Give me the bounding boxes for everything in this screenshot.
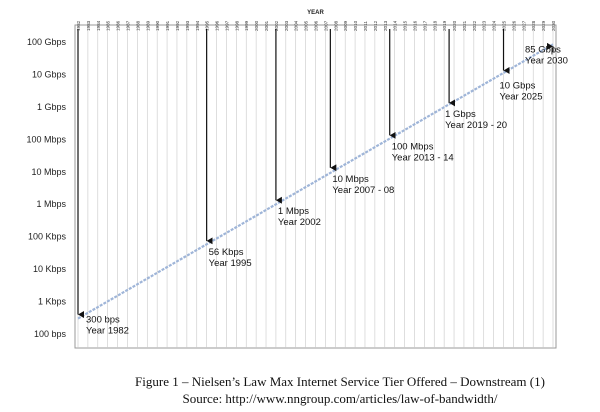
x-tick-label: 2011 (363, 21, 368, 31)
x-tick-label: 2013 (383, 20, 388, 31)
x-tick-label: 1996 (215, 20, 220, 31)
annotation-speed: 100 Mbps (392, 141, 434, 152)
x-tick-label: 2009 (343, 20, 348, 31)
x-tick-label: 2000 (254, 20, 259, 31)
x-tick-label: 2024 (492, 20, 497, 31)
chart-container: YEAR 1982 1983 1984 1985 1986 1987 1988 1989 1990… (26, 10, 568, 349)
x-tick-label: 2012 (373, 20, 378, 31)
y-tick-label: 10 Gbps (32, 69, 67, 79)
x-tick-label: 2028 (531, 20, 536, 31)
x-tick-label: 1992 (175, 20, 180, 31)
y-tick-label: 100 bps (34, 329, 67, 339)
x-tick-label: 2030 (551, 20, 556, 31)
annotation-speed: 56 Kbps (209, 247, 244, 258)
x-tick-label: 1998 (234, 20, 239, 31)
figure-source: Source: http://www.nngroup.com/articles/… (182, 391, 498, 406)
x-tick-label: 2003 (284, 20, 289, 31)
x-tick-label: 2002 (274, 20, 279, 31)
x-tick-label: 1982 (76, 20, 81, 31)
x-tick-label: 2021 (462, 20, 467, 31)
y-tick-label: 100 Gbps (27, 37, 67, 47)
annotation-year: Year 2019 - 20 (445, 120, 507, 131)
x-axis-title: YEAR (307, 10, 324, 16)
x-tick-label: 1986 (116, 20, 121, 31)
y-tick-label: 100 Mbps (26, 134, 66, 144)
x-tick-label: 2020 (452, 20, 457, 31)
annotation-year: Year 2025 (500, 91, 543, 102)
x-tick-label: 2018 (432, 20, 437, 31)
x-tick-label: 1985 (106, 20, 111, 31)
x-tick-label: 2007 (323, 20, 328, 31)
annotation-year: Year 1982 (86, 326, 129, 337)
x-tick-label: 2027 (521, 20, 526, 31)
x-tick-label: 1991 (165, 20, 170, 31)
x-tick-label: 2019 (442, 20, 447, 31)
y-tick-label: 1 Gbps (37, 102, 67, 112)
y-tick-label: 100 Kbps (28, 232, 67, 242)
x-tick-label: 2023 (482, 20, 487, 31)
annotation-year: Year 1995 (209, 258, 252, 269)
y-tick-label: 1 Mbps (36, 199, 66, 209)
annotation-speed: 300 bps (86, 315, 120, 326)
annotation-year: Year 2002 (278, 217, 321, 228)
x-tick-label: 2004 (294, 20, 299, 31)
x-tick-label: 1987 (125, 20, 130, 31)
annotation-speed: 1 Gbps (445, 109, 476, 120)
y-tick-label: 10 Mbps (31, 167, 66, 177)
nielsens-law-chart: YEAR 1982 1983 1984 1985 1986 1987 1988 1989 1990… (26, 10, 568, 349)
x-tick-label: 2006 (314, 20, 319, 31)
x-tick-label: 2016 (412, 20, 417, 31)
x-tick-label: 2005 (304, 20, 309, 31)
annotation-speed: 10 Gbps (500, 80, 536, 91)
annotation-year: Year 2007 - 08 (332, 185, 394, 196)
x-tick-label: 1989 (145, 20, 150, 31)
annotation-speed: 85 Gbps (525, 44, 561, 55)
series-line (77, 43, 554, 320)
x-tick-label: 2014 (393, 20, 398, 31)
annotation-year: Year 2030 (525, 55, 568, 66)
x-tick-label: 1993 (185, 20, 190, 31)
x-tick-label: 1997 (224, 20, 229, 31)
x-tick-label: 2001 (264, 20, 269, 31)
x-tick-label: 1994 (195, 20, 200, 31)
annotation-speed: 10 Mbps (332, 174, 369, 185)
x-tick-label: 1990 (155, 20, 160, 31)
x-tick-label: 2008 (333, 20, 338, 31)
figure-caption: Figure 1 – Nielsen’s Law Max Internet Se… (135, 374, 545, 389)
annotation-speed: 1 Mbps (278, 206, 309, 217)
y-tick-label: 1 Kbps (38, 297, 67, 307)
x-tick-label: 2029 (541, 20, 546, 31)
x-tick-label: 1988 (135, 20, 140, 31)
x-tick-label: 2010 (353, 20, 358, 31)
x-tick-label: 2017 (422, 20, 427, 31)
x-tick-label: 1983 (86, 20, 91, 31)
x-tick-label: 1995 (205, 20, 210, 31)
x-tick-label: 2022 (472, 20, 477, 31)
x-tick-label: 1984 (96, 20, 101, 31)
x-tick-label: 2026 (511, 20, 516, 31)
y-tick-label: 10 Kbps (33, 264, 67, 274)
annotation-year: Year 2013 - 14 (392, 152, 454, 163)
x-tick-label: 2015 (403, 20, 408, 31)
x-tick-label: 1999 (244, 20, 249, 31)
x-tick-label: 2025 (502, 20, 507, 31)
